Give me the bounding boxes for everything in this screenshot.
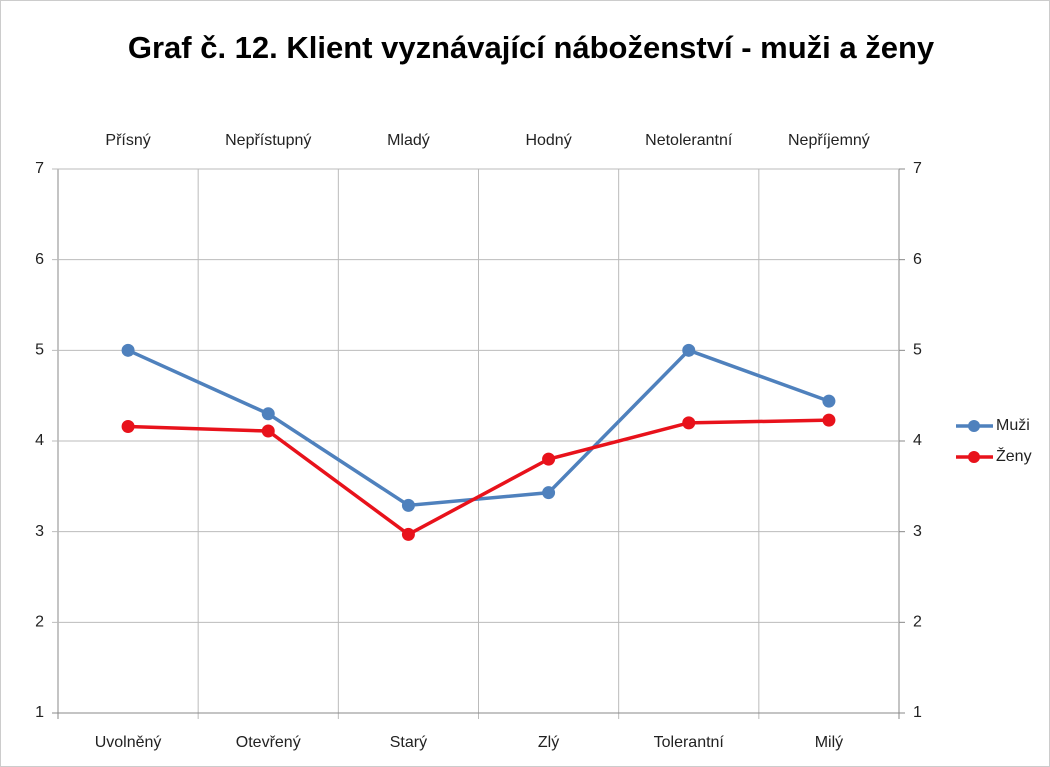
x-tick-label: Otevřený xyxy=(236,734,301,751)
data-point xyxy=(682,343,696,357)
data-point xyxy=(682,416,696,430)
data-point xyxy=(822,413,836,427)
y2-tick-label: 2 xyxy=(913,614,922,631)
data-point xyxy=(121,343,135,357)
legend-marker xyxy=(968,420,980,432)
x-tick-label: Starý xyxy=(390,734,427,751)
x2-tick-label: Nepříjemný xyxy=(788,132,870,149)
y-tick-label: 2 xyxy=(35,614,44,631)
legend-marker xyxy=(968,451,980,463)
data-point xyxy=(542,486,556,500)
y2-tick-label: 6 xyxy=(913,251,922,268)
x-tick-label: Milý xyxy=(815,734,843,751)
data-point xyxy=(261,424,275,438)
y-tick-label: 7 xyxy=(35,160,44,177)
data-point xyxy=(261,407,275,421)
y-tick-label: 5 xyxy=(35,342,44,359)
y2-tick-label: 1 xyxy=(913,704,922,721)
x-tick-label: Uvolněný xyxy=(95,734,162,751)
chart-title: Graf č. 12. Klient vyznávající náboženst… xyxy=(127,30,935,65)
y-tick-label: 3 xyxy=(35,523,44,540)
x-tick-label: Tolerantní xyxy=(654,734,725,751)
y-tick-label: 4 xyxy=(35,432,44,449)
data-point xyxy=(121,419,135,433)
y2-tick-label: 7 xyxy=(913,160,922,177)
series-line xyxy=(128,418,829,537)
y2-tick-label: 3 xyxy=(913,523,922,540)
x2-tick-label: Netolerantní xyxy=(645,132,733,149)
data-point xyxy=(822,394,836,408)
x-tick-label: Zlý xyxy=(538,734,559,751)
y-tick-label: 1 xyxy=(35,704,44,721)
y2-tick-label: 4 xyxy=(913,432,922,449)
legend-label: Muži xyxy=(996,417,1030,434)
series-line xyxy=(127,348,830,508)
data-point xyxy=(401,498,415,512)
data-point xyxy=(542,452,556,466)
y-tick-label: 6 xyxy=(35,251,44,268)
x2-tick-label: Hodný xyxy=(525,132,571,149)
y2-tick-label: 5 xyxy=(913,342,922,359)
legend-label: Ženy xyxy=(996,446,1032,465)
x2-tick-label: Mladý xyxy=(387,132,430,149)
x2-tick-label: Přísný xyxy=(105,132,150,149)
x2-tick-label: Nepřístupný xyxy=(225,132,311,149)
data-point xyxy=(401,527,415,541)
